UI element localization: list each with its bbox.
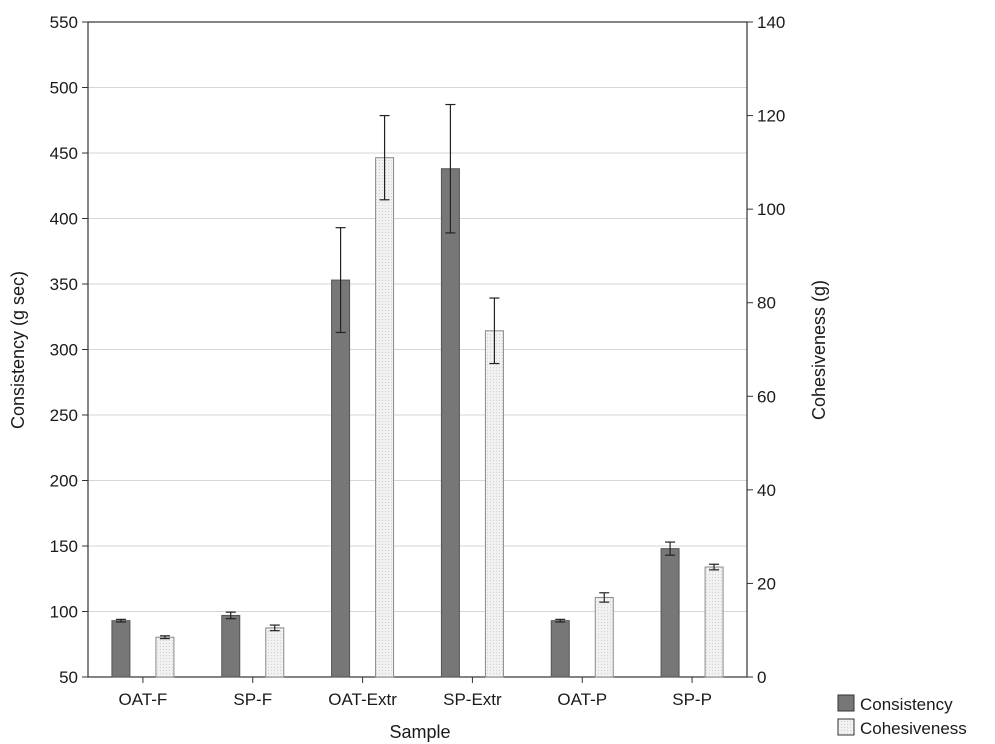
x-tick-label: OAT-P [557, 690, 607, 709]
bar-consistency [221, 614, 241, 678]
y-right-tick-label: 120 [757, 107, 785, 126]
x-axis-ticks: OAT-F SP-F OAT-Extr SP-Extr OAT-P SP-P [119, 677, 712, 709]
left-axis-ticks: 50 100 150 200 250 300 350 400 450 500 550 [50, 13, 88, 687]
y-axis-left-label: Consistency (g sec) [8, 271, 28, 429]
y-left-tick-label: 200 [50, 472, 78, 491]
bar-consistency [550, 620, 570, 678]
y-axis-right-label: Cohesiveness (g) [809, 280, 829, 420]
right-axis-ticks: 0 20 40 60 80 100 120 140 [747, 13, 785, 687]
legend: Consistency Cohesiveness [837, 694, 967, 738]
y-right-tick-label: 60 [757, 387, 776, 406]
error-bars [115, 103, 720, 640]
x-tick-label: SP-Extr [443, 690, 502, 709]
x-tick-label: SP-P [672, 690, 712, 709]
y-right-tick-label: 0 [757, 668, 766, 687]
y-left-tick-label: 500 [50, 79, 78, 98]
y-left-tick-label: 550 [50, 13, 78, 32]
y-left-tick-label: 100 [50, 603, 78, 622]
bar-consistency [331, 279, 351, 678]
y-left-tick-label: 400 [50, 210, 78, 229]
y-right-tick-label: 100 [757, 200, 785, 219]
bar-consistency [660, 548, 680, 678]
bar-consistency [440, 168, 460, 678]
y-right-tick-label: 20 [757, 574, 776, 593]
bars [111, 157, 724, 678]
bar-cohesiveness [484, 330, 504, 678]
y-left-tick-label: 150 [50, 537, 78, 556]
y-left-tick-label: 450 [50, 144, 78, 163]
bar-cohesiveness [375, 157, 395, 678]
gridlines [88, 87, 747, 612]
bar-cohesiveness [704, 566, 724, 678]
y-left-tick-label: 50 [59, 668, 78, 687]
x-tick-label: OAT-F [119, 690, 168, 709]
bar-cohesiveness [265, 627, 285, 678]
legend-label-cohesiveness: Cohesiveness [860, 719, 967, 738]
legend-label-consistency: Consistency [860, 695, 953, 714]
y-right-tick-label: 40 [757, 481, 776, 500]
y-right-tick-label: 80 [757, 294, 776, 313]
y-left-tick-label: 300 [50, 341, 78, 360]
bar-cohesiveness [155, 636, 175, 678]
legend-swatch-consistency [837, 694, 855, 712]
x-tick-label: SP-F [233, 690, 272, 709]
x-tick-label: OAT-Extr [328, 690, 397, 709]
bar-cohesiveness [594, 596, 614, 678]
y-left-tick-label: 250 [50, 406, 78, 425]
x-axis-label: Sample [389, 722, 450, 742]
y-right-tick-label: 140 [757, 13, 785, 32]
bar-consistency [111, 620, 131, 678]
legend-swatch-cohesiveness [837, 718, 855, 736]
y-left-tick-label: 350 [50, 275, 78, 294]
